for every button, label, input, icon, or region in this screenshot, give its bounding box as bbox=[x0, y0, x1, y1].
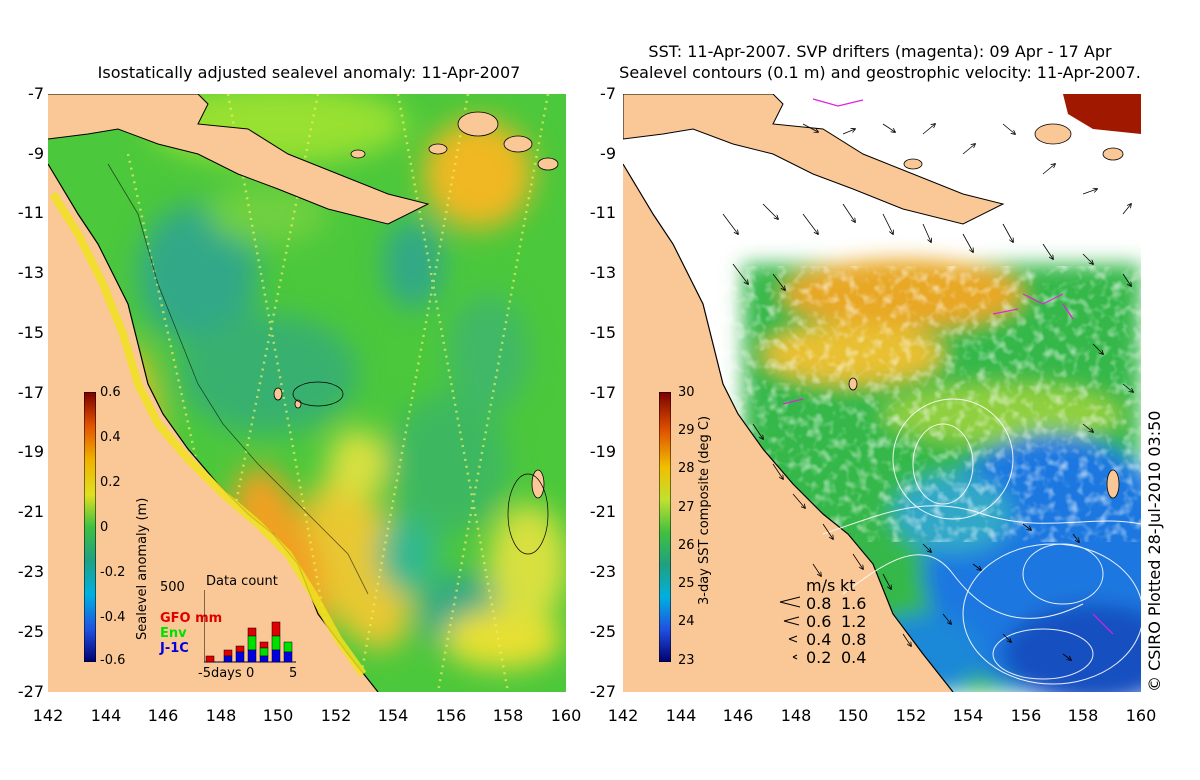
lat-label: -23 bbox=[589, 562, 616, 581]
speed-row-ms: 0.6 bbox=[806, 612, 832, 631]
speed-row-kt: 0.4 bbox=[841, 648, 867, 667]
lat-label: -17 bbox=[17, 383, 44, 402]
data-count-x1: 0 bbox=[246, 666, 255, 681]
sl-colorbar-tick: -0.4 bbox=[100, 610, 126, 625]
lat-label: -15 bbox=[17, 323, 44, 342]
lat-label: -15 bbox=[589, 323, 616, 342]
lon-label: 152 bbox=[895, 706, 927, 725]
lat-label: -19 bbox=[17, 442, 44, 461]
legend-gfo: GFO mm bbox=[160, 611, 223, 626]
speed-legend-header-kt: kt bbox=[840, 576, 856, 595]
speed-row-ms: 0.2 bbox=[806, 648, 832, 667]
sst-colorbar-tick: 30 bbox=[678, 385, 695, 400]
anomaly-blobs bbox=[93, 94, 566, 669]
lon-label: 142 bbox=[607, 706, 639, 725]
lat-label: -17 bbox=[589, 383, 616, 402]
sl-colorbar-tick: 0.6 bbox=[100, 385, 121, 400]
lat-label: -25 bbox=[589, 622, 616, 641]
speed-legend-header-ms: m/s bbox=[806, 576, 836, 595]
geostrophic-velocity-arrows bbox=[722, 124, 1133, 660]
lon-label: 160 bbox=[550, 706, 582, 725]
lat-label: -25 bbox=[17, 622, 44, 641]
lat-label: -21 bbox=[17, 502, 44, 521]
lon-label: 142 bbox=[32, 706, 64, 725]
australia-land bbox=[623, 94, 953, 692]
data-count-title: Data count bbox=[206, 574, 278, 589]
lon-label: 160 bbox=[1125, 706, 1157, 725]
lon-label: 148 bbox=[780, 706, 812, 725]
sst-colorbar-tick: 27 bbox=[678, 500, 695, 515]
lat-label: -23 bbox=[17, 562, 44, 581]
speed-row-kt: 1.6 bbox=[841, 594, 867, 613]
sl-colorbar-label: Sealevel anomaly (m) bbox=[135, 497, 150, 640]
lat-label: -11 bbox=[589, 203, 616, 222]
sst-colorbar-tick: 28 bbox=[678, 461, 695, 476]
sl-colorbar-tick: -0.6 bbox=[100, 653, 126, 668]
sl-colorbar-tick: -0.2 bbox=[100, 565, 126, 580]
lat-label: -7 bbox=[28, 84, 44, 103]
lon-label: 154 bbox=[952, 706, 984, 725]
sst-colorbar-tick: 29 bbox=[678, 423, 695, 438]
left-map-title: Isostatically adjusted sealevel anomaly:… bbox=[97, 63, 521, 82]
lon-label: 154 bbox=[377, 706, 409, 725]
sst-colorbar-tick: 26 bbox=[678, 538, 695, 553]
speed-row-kt: 0.8 bbox=[841, 630, 867, 649]
right-map-title-line2: Sealevel contours (0.1 m) and geostrophi… bbox=[619, 63, 1141, 82]
lon-label: 158 bbox=[1067, 706, 1099, 725]
lat-label: -11 bbox=[17, 203, 44, 222]
lat-label: -27 bbox=[589, 682, 616, 701]
lon-label: 144 bbox=[90, 706, 122, 725]
data-count-x2: 5 bbox=[289, 666, 298, 681]
sst-colorbar-tick: 25 bbox=[678, 576, 695, 591]
australia-land bbox=[48, 94, 378, 692]
lat-label: -13 bbox=[17, 263, 44, 282]
sealevel-anomaly-map bbox=[48, 94, 566, 692]
drifter-tracks bbox=[782, 98, 1114, 635]
lat-label: -9 bbox=[28, 144, 44, 163]
new-guinea-land bbox=[48, 94, 428, 224]
lon-label: 158 bbox=[492, 706, 524, 725]
histogram-bars bbox=[205, 621, 293, 663]
lat-label: -21 bbox=[589, 502, 616, 521]
sst-velocity-map bbox=[623, 94, 1141, 692]
speed-row-kt: 1.2 bbox=[841, 612, 867, 631]
legend-env: Env bbox=[160, 626, 187, 641]
speed-row-ms: 0.4 bbox=[806, 630, 832, 649]
sl-colorbar-tick: 0 bbox=[100, 520, 109, 535]
sealevel-colorbar bbox=[84, 392, 96, 662]
speed-row-ms: 0.8 bbox=[806, 594, 832, 613]
sl-colorbar-tick: 0.4 bbox=[100, 430, 121, 445]
sst-colorbar-tick: 24 bbox=[678, 614, 695, 629]
lon-label: 150 bbox=[837, 706, 869, 725]
lon-label: 148 bbox=[205, 706, 237, 725]
lon-label: 156 bbox=[435, 706, 467, 725]
right-map-title-line1: SST: 11-Apr-2007. SVP drifters (magenta)… bbox=[648, 42, 1112, 61]
lon-label: 146 bbox=[722, 706, 754, 725]
lon-label: 152 bbox=[320, 706, 352, 725]
sst-colorbar-label: 3-day SST composite (deg C) bbox=[697, 415, 712, 605]
lat-label: -19 bbox=[589, 442, 616, 461]
speed-legend-arrows bbox=[779, 596, 801, 660]
sl-colorbar-tick: 0.2 bbox=[100, 475, 121, 490]
lon-label: 156 bbox=[1010, 706, 1042, 725]
lon-label: 146 bbox=[147, 706, 179, 725]
new-guinea-land bbox=[623, 94, 1005, 225]
legend-j1c: J-1C bbox=[160, 641, 189, 656]
lon-label: 144 bbox=[665, 706, 697, 725]
sealevel-contours bbox=[822, 398, 1141, 685]
lon-label: 150 bbox=[262, 706, 294, 725]
data-count-histogram bbox=[204, 590, 296, 663]
sst-colorbar bbox=[659, 392, 671, 662]
islands bbox=[273, 111, 559, 499]
altimeter-tracks bbox=[126, 94, 550, 692]
csiro-credit: © CSIRO Plotted 28-Jul-2010 03:50 bbox=[1145, 410, 1164, 692]
sst-colorbar-tick: 23 bbox=[678, 653, 695, 668]
lat-label: -13 bbox=[589, 263, 616, 282]
lat-label: -27 bbox=[17, 682, 44, 701]
data-count-ymax: 500 bbox=[160, 580, 185, 595]
data-count-x0: -5days bbox=[198, 666, 242, 681]
lat-label: -7 bbox=[600, 84, 616, 103]
lat-label: -9 bbox=[600, 144, 616, 163]
